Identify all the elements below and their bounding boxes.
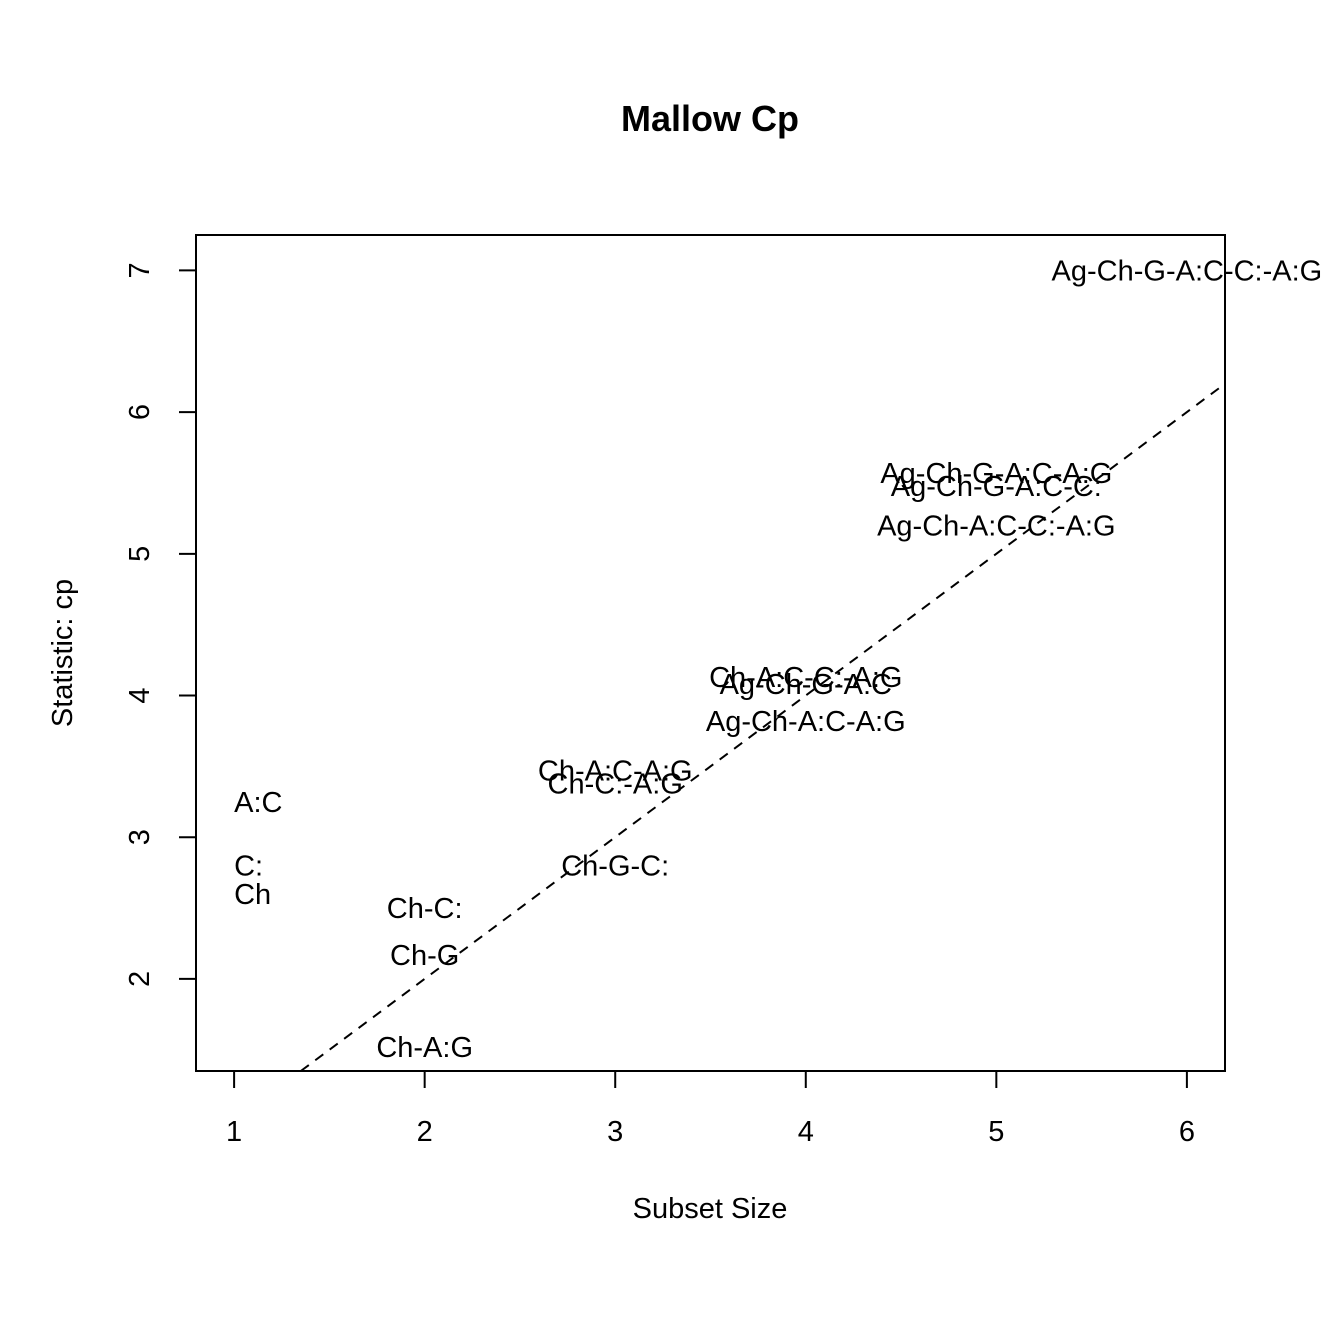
point-label: Ch bbox=[234, 879, 271, 911]
y-tick-label: 2 bbox=[124, 971, 156, 987]
point-label: Ch-C:-A:G bbox=[548, 768, 683, 800]
point-label: Ch-A:G bbox=[376, 1032, 473, 1064]
x-tick-label: 6 bbox=[1179, 1116, 1195, 1148]
y-tick-label: 3 bbox=[124, 829, 156, 845]
point-labels: A:C C:Ch Ch-C: Ch-G Ch-A:G Ch-A:C-A:GCh-C:-A:… bbox=[234, 255, 1322, 1063]
chart-title: Mallow Cp bbox=[621, 98, 799, 139]
x-tick-label: 3 bbox=[607, 1116, 623, 1148]
y-tick-label: 5 bbox=[124, 546, 156, 562]
point-label: Ag-Ch-A:C-A:G bbox=[706, 706, 906, 738]
reference-line bbox=[300, 382, 1226, 1072]
point-label: Ag-Ch-G-A:C bbox=[720, 669, 892, 701]
point-label: Ch-C: bbox=[387, 893, 463, 925]
point-label: C: bbox=[234, 851, 263, 883]
point-label: Ch-A:C-C:-A:G bbox=[709, 662, 902, 694]
x-axis-label: Subset Size bbox=[633, 1193, 788, 1225]
point-label: Ag-Ch-G-A:C-C: bbox=[891, 471, 1102, 503]
point-label: Ch-G-C: bbox=[561, 851, 669, 883]
x-tick-label: 4 bbox=[798, 1116, 814, 1148]
x-tick-label: 2 bbox=[417, 1116, 433, 1148]
x-tick-label: 1 bbox=[226, 1116, 242, 1148]
y-tick-label: 7 bbox=[124, 262, 156, 278]
point-label: Ag-Ch-A:C-C:-A:G bbox=[877, 510, 1115, 542]
x-axis: 1 2 3 4 5 6 bbox=[226, 1070, 1195, 1148]
point-label: Ch-A:C-A:G bbox=[538, 756, 693, 788]
point-label: Ag-Ch-G-A:C-C:-A:G bbox=[1052, 255, 1323, 287]
y-axis-label: Statistic: cp bbox=[47, 579, 79, 727]
y-tick-label: 6 bbox=[124, 404, 156, 420]
point-label: A:C bbox=[234, 787, 282, 819]
point-label: Ag-Ch-G-A:C-A:G bbox=[880, 458, 1112, 490]
x-tick-label: 5 bbox=[988, 1116, 1004, 1148]
point-label: Ch-G bbox=[390, 940, 459, 972]
y-axis: 2 3 4 5 6 7 bbox=[124, 262, 197, 987]
y-tick-label: 4 bbox=[124, 687, 156, 703]
plot-frame bbox=[195, 234, 1226, 1072]
